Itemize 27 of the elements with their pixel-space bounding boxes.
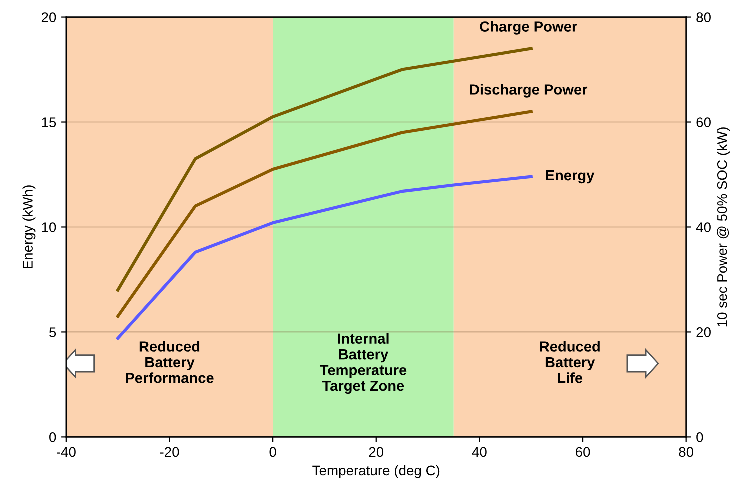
y2-tick-label: 20 (696, 328, 711, 338)
y-tick-label: 0 (50, 432, 56, 442)
y-tick-label: 15 (42, 118, 56, 128)
y2-tick-label: 40 (696, 222, 711, 232)
x-tick-label: 60 (576, 447, 590, 458)
y2-tick-label: 80 (696, 12, 711, 22)
y2-tick-label: 0 (696, 432, 704, 442)
band-label: Reduced Battery Performance (126, 341, 214, 384)
y-tick-label: 20 (42, 12, 56, 22)
y2-axis-title: 10 sec Power @ 50% SOC (kW) (717, 128, 730, 327)
x-tick-label: 20 (369, 447, 384, 458)
x-tick-label: 40 (472, 447, 487, 458)
y2-tick-label: 60 (696, 118, 711, 128)
series-label: Discharge Power (470, 84, 588, 98)
series-label: Energy (546, 170, 595, 184)
y-tick-label: 5 (50, 328, 56, 338)
x-axis-title: Temperature (deg C) (312, 465, 440, 478)
line-series (116, 110, 533, 318)
x-tick-label: -40 (57, 447, 76, 458)
band-label: Internal Battery Temperature Target Zone (320, 333, 407, 394)
y-axis-title: Energy (kWh) (22, 186, 36, 269)
series-label: Charge Power (480, 21, 578, 35)
x-tick-label: -20 (160, 447, 180, 458)
x-tick-label: 0 (270, 447, 276, 458)
band-label: Reduced Battery Life (540, 341, 600, 384)
x-tick-label: 80 (679, 447, 694, 458)
y-tick-label: 10 (42, 222, 56, 232)
